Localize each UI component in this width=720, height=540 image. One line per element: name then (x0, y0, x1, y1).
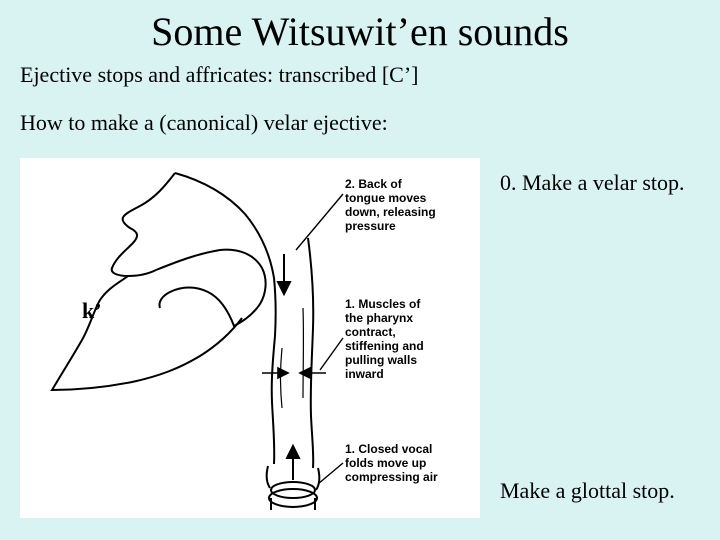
svg-text:compressing air: compressing air (345, 470, 438, 484)
svg-text:1. Closed vocal: 1. Closed vocal (345, 442, 432, 456)
slide-title: Some Witsuwit’en sounds (0, 8, 720, 55)
annotation-1a: 1. Muscles of the pharynx contract, stif… (320, 297, 424, 381)
arrow-inward-left-icon (262, 368, 288, 378)
svg-text:stiffening and: stiffening and (345, 339, 424, 353)
svg-text:pulling walls: pulling walls (345, 353, 417, 367)
step-0-label: 0. Make a velar stop. (500, 170, 685, 196)
svg-text:inward: inward (345, 367, 384, 381)
arrow-up-icon (287, 446, 299, 480)
annotation-2: 2. Back of tongue moves down, releasing … (296, 177, 436, 250)
slide: Some Witsuwit’en sounds Ejective stops a… (0, 0, 720, 540)
svg-text:down, releasing: down, releasing (345, 205, 436, 219)
vocal-tract-diagram: k’ 2. Back of tongue moves down, releasi… (20, 158, 480, 518)
subtitle-line-1: Ejective stops and affricates: transcrib… (20, 62, 419, 88)
svg-text:folds move up: folds move up (345, 456, 426, 470)
svg-text:contract,: contract, (345, 325, 396, 339)
k-prime-label: k’ (82, 298, 102, 323)
head-profile (52, 173, 276, 390)
arrow-tongue-down-icon (278, 254, 290, 294)
glottal-stop-label: Make a glottal stop. (500, 478, 675, 504)
svg-text:the pharynx: the pharynx (345, 311, 413, 325)
svg-text:2. Back of: 2. Back of (345, 177, 403, 191)
pharynx-column (272, 238, 314, 468)
annotation-1b: 1. Closed vocal folds move up compressin… (318, 442, 438, 484)
diagram-svg: k’ 2. Back of tongue moves down, releasi… (20, 158, 480, 518)
svg-text:1. Muscles of: 1. Muscles of (345, 297, 421, 311)
svg-text:pressure: pressure (345, 219, 396, 233)
arrow-inward-right-icon (300, 368, 326, 378)
subtitle-line-2: How to make a (canonical) velar ejective… (20, 110, 388, 136)
svg-text:tongue moves: tongue moves (345, 191, 427, 205)
